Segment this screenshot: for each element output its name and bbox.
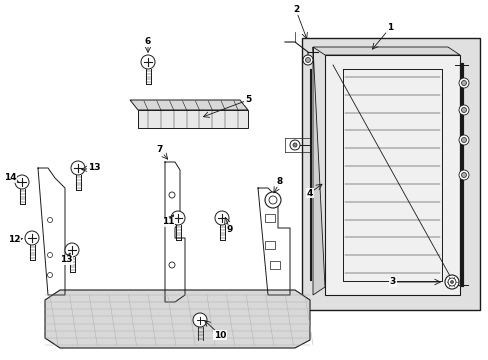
Text: 11: 11 (162, 217, 174, 226)
Circle shape (47, 273, 52, 278)
Polygon shape (312, 47, 325, 295)
Polygon shape (130, 100, 247, 110)
Text: 1: 1 (386, 23, 392, 32)
Circle shape (268, 196, 276, 204)
Polygon shape (45, 290, 309, 348)
Text: 13: 13 (87, 163, 100, 172)
Circle shape (458, 105, 468, 115)
Circle shape (447, 278, 455, 286)
Text: 4: 4 (306, 189, 312, 198)
Text: 6: 6 (144, 37, 151, 46)
Text: 2: 2 (292, 5, 299, 14)
Text: 5: 5 (244, 95, 251, 104)
Circle shape (461, 81, 466, 85)
Polygon shape (312, 47, 459, 55)
Bar (264, 214, 274, 222)
Circle shape (215, 211, 228, 225)
Polygon shape (325, 55, 459, 295)
Circle shape (461, 138, 466, 143)
Text: 12: 12 (8, 235, 20, 244)
Text: 14: 14 (4, 174, 16, 183)
Circle shape (458, 135, 468, 145)
Circle shape (292, 143, 296, 147)
Text: 7: 7 (157, 145, 163, 154)
Circle shape (65, 243, 79, 257)
Circle shape (47, 252, 52, 257)
Circle shape (171, 211, 184, 225)
Text: 8: 8 (276, 177, 283, 186)
Circle shape (193, 313, 206, 327)
Circle shape (169, 262, 175, 268)
Circle shape (461, 172, 466, 177)
Circle shape (458, 170, 468, 180)
Bar (264, 241, 274, 249)
Bar (302, 38, 479, 310)
Circle shape (169, 192, 175, 198)
Circle shape (141, 55, 155, 69)
Circle shape (458, 78, 468, 88)
Circle shape (461, 108, 466, 112)
Polygon shape (138, 110, 247, 128)
Circle shape (15, 175, 29, 189)
Text: 9: 9 (226, 225, 233, 234)
Circle shape (264, 192, 281, 208)
Circle shape (444, 275, 458, 289)
Text: 10: 10 (213, 330, 226, 339)
Circle shape (449, 280, 452, 284)
Circle shape (303, 55, 312, 65)
Circle shape (25, 231, 39, 245)
Circle shape (289, 140, 299, 150)
Text: 3: 3 (389, 278, 395, 287)
Circle shape (47, 217, 52, 222)
Circle shape (71, 161, 85, 175)
Text: 13: 13 (60, 256, 72, 265)
Bar (269, 261, 280, 269)
Circle shape (305, 58, 310, 63)
